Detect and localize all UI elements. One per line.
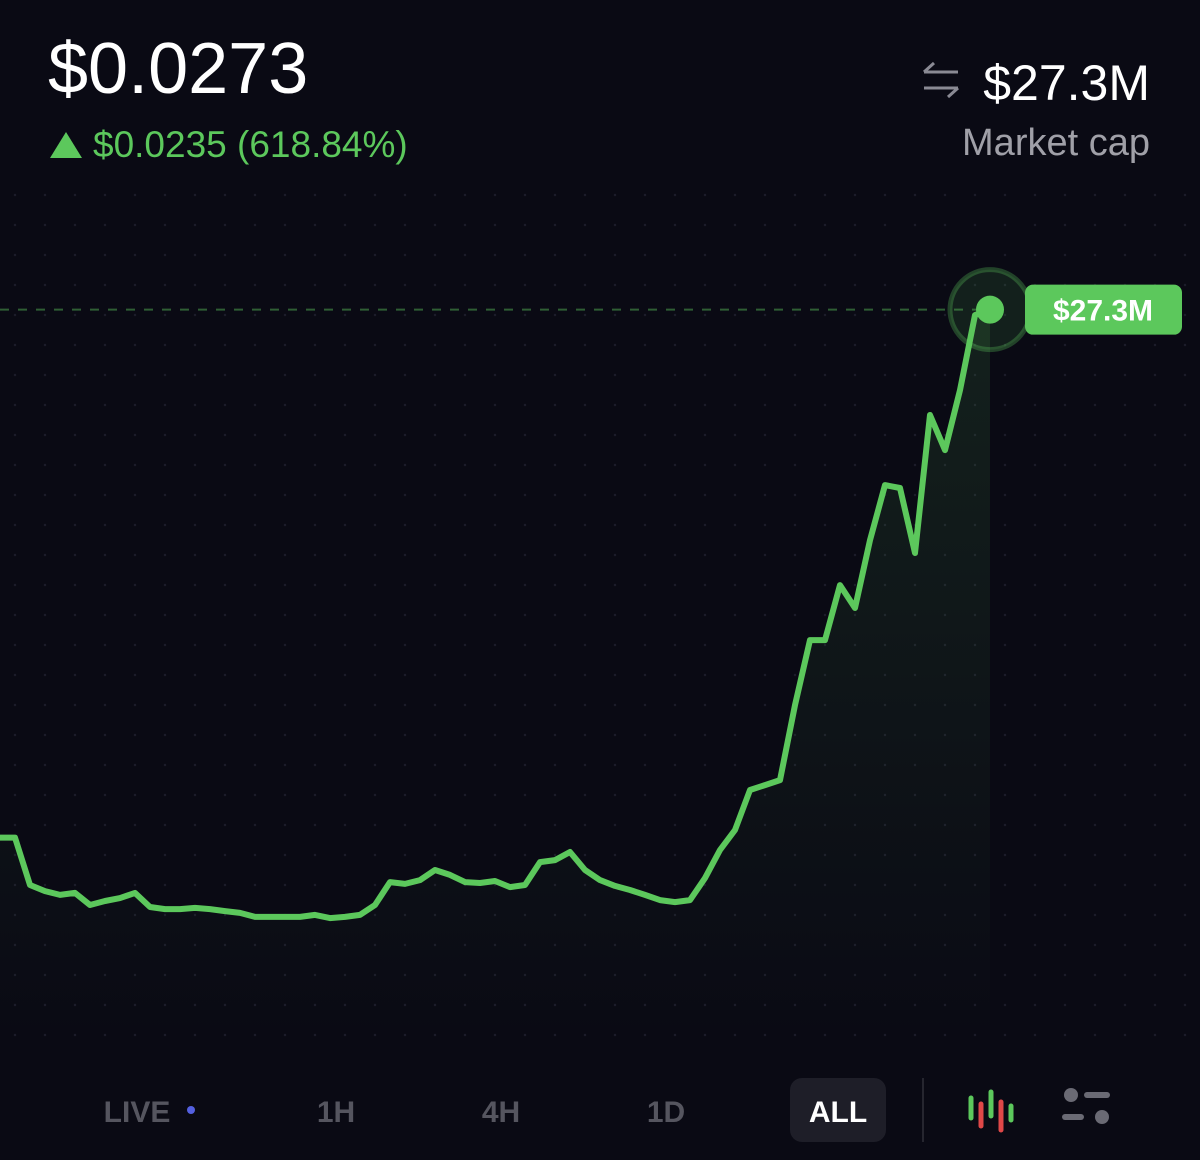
up-arrow [50, 132, 82, 158]
price-change: $0.0235 (618.84%) [93, 124, 408, 165]
price: $0.0273 [48, 29, 308, 109]
swap-icon[interactable] [922, 61, 960, 99]
market-cap-label: Market cap [962, 122, 1150, 164]
candlestick-toggle[interactable] [968, 1089, 1014, 1133]
area [0, 309, 990, 1043]
line [0, 306, 993, 922]
tab[interactable]: 4H [482, 1096, 520, 1129]
settings-toggle[interactable] [1062, 1088, 1110, 1124]
live-dot [187, 1106, 195, 1114]
tab[interactable]: LIVE [104, 1096, 171, 1129]
plot: $27.3M [0, 267, 1182, 1043]
market-cap: $27.3M [983, 55, 1150, 111]
tab[interactable]: ALL [809, 1096, 867, 1129]
last-point [976, 295, 1004, 324]
active-tab-background [790, 1078, 886, 1142]
tab[interactable]: 1H [317, 1096, 355, 1129]
value-label-background [1025, 284, 1182, 335]
tab[interactable]: 1D [647, 1096, 685, 1129]
value-label: $27.3M [1053, 295, 1153, 328]
